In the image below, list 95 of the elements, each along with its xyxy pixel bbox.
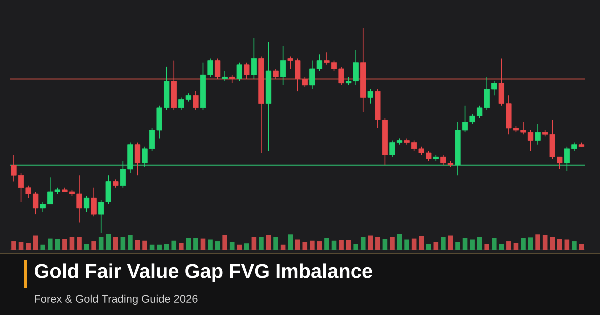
- bar: [222, 235, 228, 250]
- bar: [142, 240, 148, 250]
- candlestick: [535, 124, 541, 146]
- bar: [55, 239, 60, 250]
- bar: [397, 234, 402, 250]
- bar: [477, 237, 482, 250]
- bar: [114, 237, 118, 250]
- bar: [382, 239, 388, 250]
- bar: [564, 240, 570, 250]
- candlestick: [214, 58, 221, 80]
- bar: [462, 238, 468, 250]
- bar: [70, 237, 75, 250]
- bar: [484, 244, 490, 250]
- bar: [536, 234, 540, 250]
- bar: [106, 234, 112, 250]
- bar: [26, 243, 31, 250]
- bar: [62, 239, 68, 250]
- bar: [194, 238, 198, 250]
- bar: [572, 242, 577, 250]
- candlestick: [280, 46, 286, 86]
- bar: [514, 243, 519, 250]
- bar: [48, 238, 53, 250]
- bar: [470, 240, 475, 250]
- bar: [295, 240, 300, 250]
- bar: [230, 242, 235, 250]
- candlestick: [91, 188, 97, 217]
- bar: [280, 244, 286, 250]
- bar: [98, 237, 104, 250]
- candlestick: [222, 70, 228, 82]
- candlestick: [84, 196, 90, 213]
- candlestick: [236, 62, 242, 82]
- bar: [274, 237, 278, 250]
- bar: [550, 237, 556, 250]
- bar: [441, 237, 446, 250]
- bar: [390, 237, 395, 250]
- bar: [208, 240, 213, 250]
- bar: [376, 237, 380, 250]
- bar: [542, 235, 548, 250]
- bar: [120, 237, 126, 250]
- bar: [164, 244, 170, 250]
- bar: [528, 238, 534, 250]
- text: Gold Fair Value Gap FVG Imbalance: [35, 264, 372, 282]
- bar: [252, 237, 257, 250]
- bar: [244, 244, 250, 250]
- bar: [84, 244, 90, 250]
- candlestick: [251, 38, 258, 80]
- bar: [521, 238, 526, 250]
- bar: [18, 242, 24, 250]
- bar: [33, 236, 38, 250]
- bar: [215, 242, 220, 250]
- bar: [186, 238, 192, 250]
- bar: [179, 243, 184, 250]
- bar: [302, 242, 308, 250]
- bar: [135, 240, 140, 250]
- bar: [354, 244, 358, 250]
- bar: [259, 237, 264, 250]
- bar: [499, 244, 504, 250]
- bar: [448, 236, 454, 250]
- bar: [157, 244, 162, 250]
- bar: [77, 237, 82, 250]
- bar: [266, 235, 272, 250]
- text: Forex & Gold Trading Guide 2026: [35, 294, 198, 306]
- bar: [288, 234, 293, 250]
- candlestick: [134, 142, 141, 176]
- candlestick: [230, 74, 236, 84]
- bar: [346, 240, 352, 250]
- bar: [150, 244, 155, 250]
- bar: [237, 244, 242, 250]
- bar: [557, 239, 562, 250]
- bar: [172, 240, 177, 250]
- bar: [128, 235, 133, 250]
- bar: [12, 242, 16, 250]
- bar: [324, 238, 330, 250]
- bar: [456, 242, 460, 250]
- bar: [492, 238, 497, 250]
- bar: [92, 242, 96, 250]
- bar: [412, 238, 417, 250]
- bar: [360, 237, 366, 250]
- bar: [332, 240, 337, 250]
- candlestick: [273, 68, 279, 80]
- bar: [419, 236, 424, 250]
- bar: [200, 238, 206, 250]
- candlestick: [244, 62, 250, 80]
- bar: [506, 242, 512, 250]
- bar: [40, 244, 46, 250]
- bar: [434, 242, 439, 250]
- bar: [426, 244, 432, 250]
- bar: [339, 240, 344, 250]
- bar: [579, 244, 584, 250]
- bar: [404, 240, 410, 250]
- bar: [310, 240, 315, 250]
- bar: [368, 236, 374, 250]
- candlestick: [368, 89, 374, 104]
- candlestick: [193, 91, 199, 110]
- bar: [317, 242, 322, 250]
